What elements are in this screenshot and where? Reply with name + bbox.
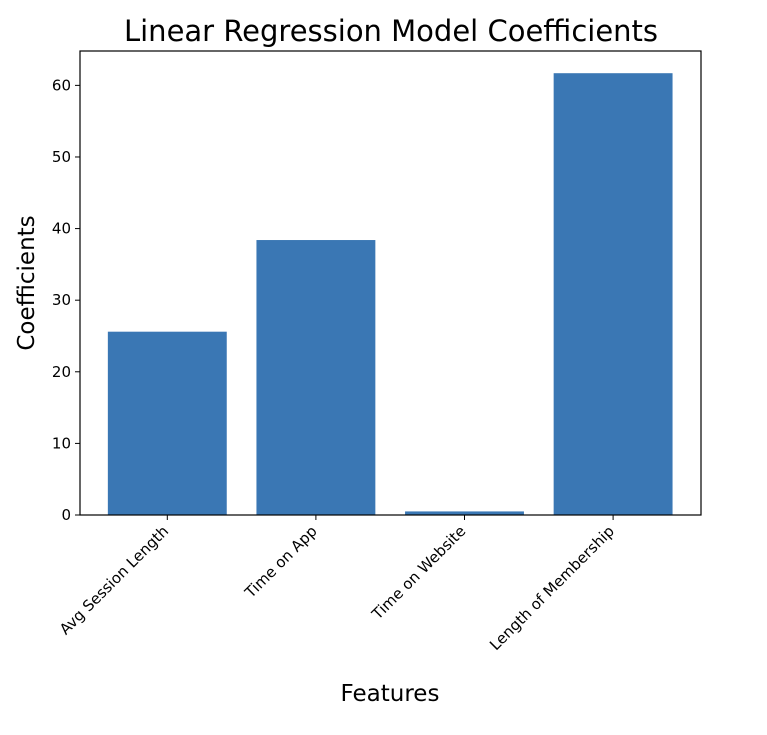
y-tick-label: 10 <box>52 434 71 452</box>
bar-time-on-website <box>405 511 524 515</box>
y-tick-label: 40 <box>52 220 71 238</box>
y-tick-label: 60 <box>52 76 71 94</box>
y-tick-label: 50 <box>52 148 71 166</box>
bar-time-on-app <box>256 240 376 516</box>
x-axis-title: Features <box>341 681 440 707</box>
y-axis-title: Coefficients <box>14 215 40 350</box>
bar-avg-session-length <box>107 331 227 515</box>
y-tick-label: 30 <box>52 291 71 309</box>
x-axis-ticks: Avg Session Length Time on App Time on Web… <box>56 515 618 654</box>
bars-layer <box>107 73 673 516</box>
x-tick-label: Time on Website <box>368 522 470 624</box>
chart-title: Linear Regression Model Coefficients <box>124 14 658 48</box>
y-tick-label: 20 <box>52 363 71 381</box>
x-tick-label: Avg Session Length <box>56 522 172 638</box>
y-tick-label: 0 <box>61 506 71 524</box>
y-axis-ticks: 0 10 20 30 40 50 60 <box>52 76 80 524</box>
x-tick-label: Length of Membership <box>486 522 618 654</box>
plot-frame <box>79 50 702 516</box>
bar-length-of-membership <box>553 73 673 515</box>
x-tick-label: Time on App <box>241 522 321 602</box>
